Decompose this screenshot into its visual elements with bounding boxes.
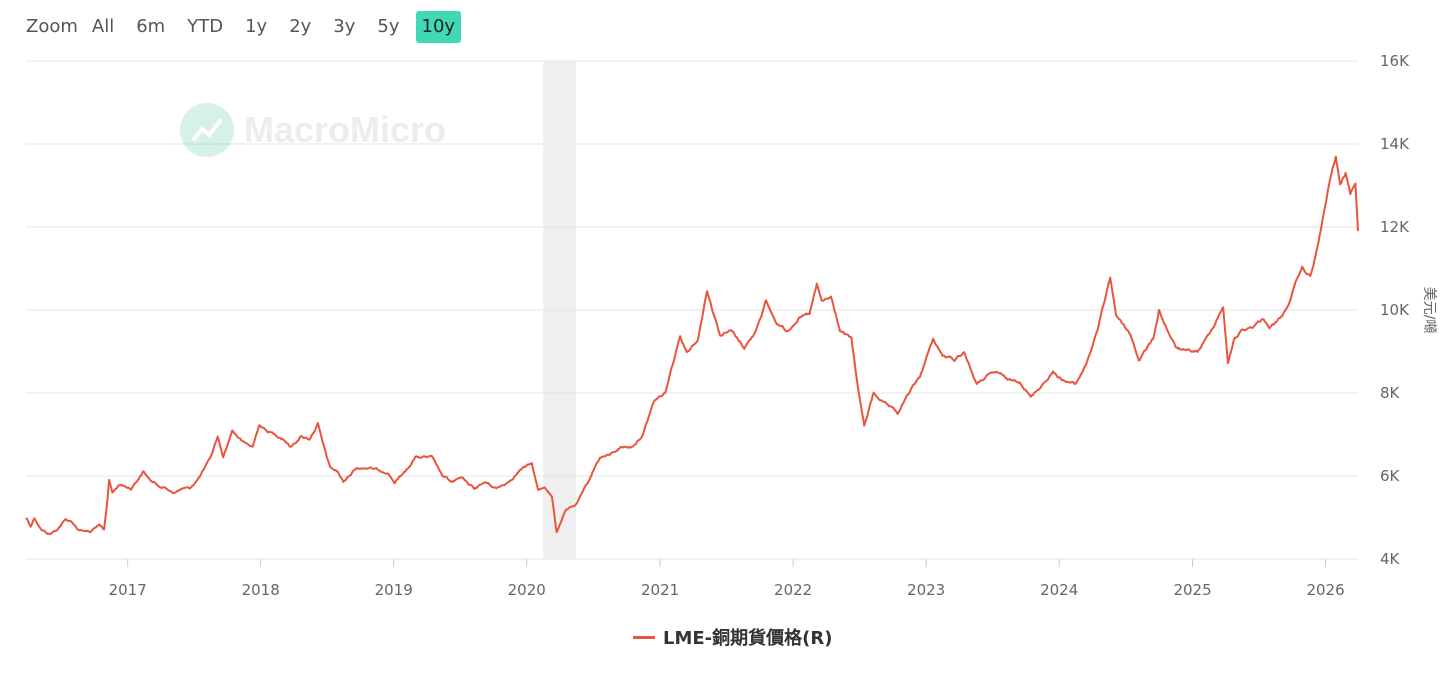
zoom-button-1y[interactable]: 1y [245, 16, 268, 37]
series-line-copper [25, 155, 1359, 536]
zoom-button-6m[interactable]: 6m [136, 16, 166, 37]
y-tick-label: 4K [1380, 550, 1401, 568]
zoom-button-all[interactable]: All [91, 16, 115, 37]
legend-item[interactable]: LME-銅期貨價格(R) [633, 624, 832, 650]
zoom-bar: Zoom All 6m YTD 1y 2y 3y 5y 10y [18, 11, 471, 43]
x-tick-label: 2020 [508, 581, 546, 599]
x-tick-label: 2026 [1306, 581, 1344, 599]
watermark-chart-icon [180, 103, 234, 157]
watermark-text: MacroMicro [244, 109, 447, 150]
y-tick-label: 6K [1380, 467, 1401, 485]
zoom-button-3y[interactable]: 3y [333, 16, 356, 37]
legend-swatch [633, 635, 655, 639]
x-tick-label: 2023 [907, 581, 945, 599]
x-tick-label: 2021 [641, 581, 679, 599]
x-tick-label: 2024 [1040, 581, 1078, 599]
zoom-button-5y[interactable]: 5y [377, 16, 400, 37]
x-axis: 2017 2018 2019 2020 2021 2022 2023 2024 2025 2026 [109, 559, 1345, 599]
y-axis-title: 美元/噸 [1421, 287, 1437, 334]
x-tick-label: 2022 [774, 581, 812, 599]
y-axis: 4K 6K 8K 10K 12K 14K 16K [1380, 52, 1410, 568]
y-tick-label: 12K [1380, 218, 1410, 236]
series-group [25, 155, 1359, 536]
zoom-button-2y[interactable]: 2y [289, 16, 312, 37]
x-tick-label: 2018 [242, 581, 280, 599]
x-tick-label: 2019 [375, 581, 413, 599]
y-tick-label: 14K [1380, 135, 1410, 153]
legend-label: LME-銅期貨價格(R) [663, 628, 833, 649]
x-tick-label: 2017 [109, 581, 147, 599]
x-tick-label: 2025 [1173, 581, 1211, 599]
watermark-logo: MacroMicro [180, 103, 446, 157]
y-tick-label: 10K [1380, 301, 1410, 319]
zoom-label: Zoom [26, 16, 78, 37]
y-tick-label: 16K [1380, 52, 1410, 70]
zoom-button-ytd[interactable]: YTD [187, 16, 224, 37]
y-tick-label: 8K [1380, 384, 1401, 402]
grid-lines [26, 60, 1358, 560]
zoom-button-10y[interactable]: 10y [415, 11, 462, 43]
